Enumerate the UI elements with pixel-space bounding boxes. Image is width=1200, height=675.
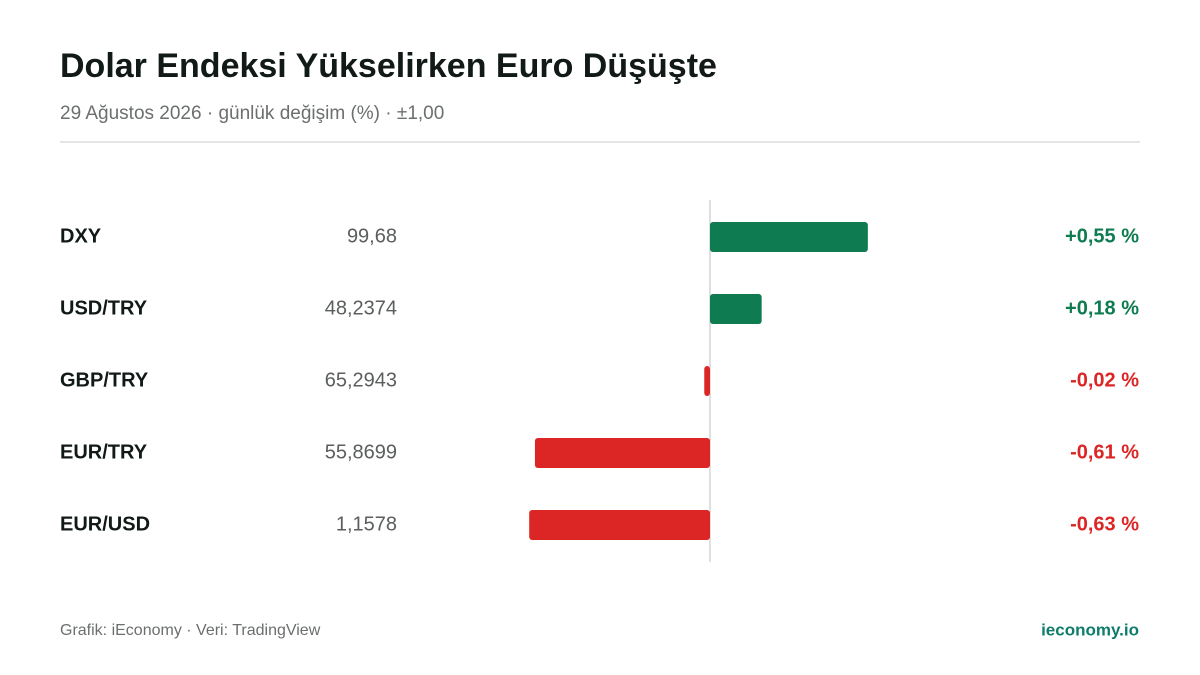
value-label: -0,02 % bbox=[1070, 369, 1139, 391]
value-label: +0,18 % bbox=[1065, 297, 1139, 319]
bar bbox=[529, 510, 710, 540]
price-label: 99,68 bbox=[347, 225, 397, 247]
price-label: 48,2374 bbox=[325, 297, 397, 319]
chart-title: Dolar Endeksi Yükselirken Euro Düşüşte bbox=[60, 47, 717, 85]
source: Grafik: iEconomy · Veri: TradingView bbox=[60, 622, 321, 639]
price-label: 65,2943 bbox=[325, 369, 397, 391]
bar bbox=[710, 222, 868, 252]
value-label: +0,55 % bbox=[1065, 225, 1139, 247]
chart-subtitle: 29 Ağustos 2026 · günlük değişim (%) · ±… bbox=[60, 103, 444, 124]
bar bbox=[710, 294, 762, 324]
category-label: USD/TRY bbox=[60, 297, 148, 319]
category-label: DXY bbox=[60, 225, 102, 247]
bar bbox=[704, 366, 710, 396]
bar bbox=[534, 438, 710, 468]
price-label: 55,8699 bbox=[325, 441, 397, 463]
category-label: GBP/TRY bbox=[60, 369, 149, 391]
price-label: 1,1578 bbox=[336, 513, 397, 535]
category-label: EUR/USD bbox=[60, 513, 150, 535]
category-label: EUR/TRY bbox=[60, 441, 148, 463]
brand: ieconomy.io bbox=[1041, 620, 1139, 639]
value-label: -0,63 % bbox=[1070, 513, 1139, 535]
value-label: -0,61 % bbox=[1070, 441, 1139, 463]
